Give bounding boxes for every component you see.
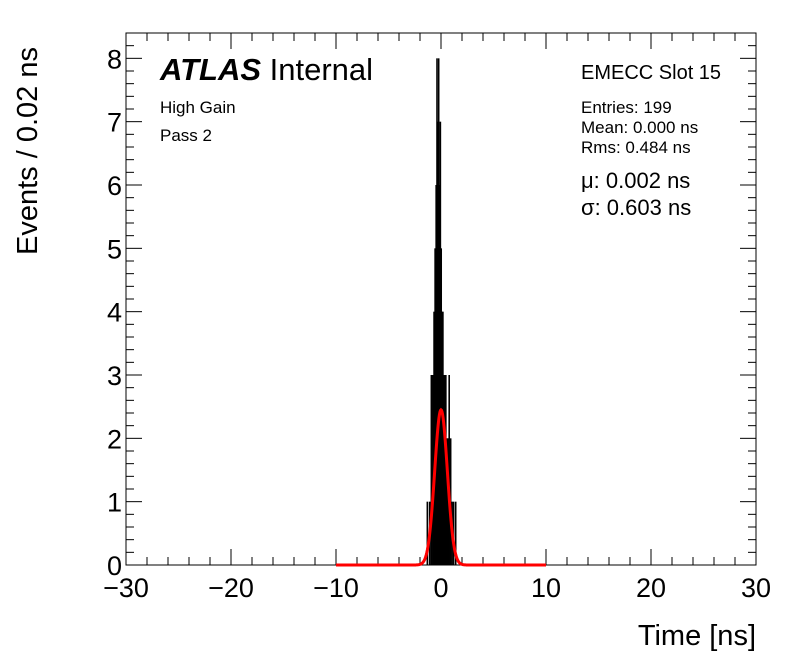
x-tick-label: 0 — [433, 573, 448, 603]
histogram-bar — [433, 311, 435, 565]
entries-stat: Entries: 199 — [581, 98, 672, 117]
gain-label: High Gain — [160, 98, 236, 117]
histogram-bar — [436, 58, 438, 565]
histogram-bar — [432, 375, 434, 565]
histogram-bar — [439, 121, 442, 566]
y-tick-label: 1 — [107, 488, 122, 518]
y-axis-label: Events / 0.02 ns — [12, 47, 44, 255]
y-tick-label: 5 — [107, 234, 122, 264]
histogram-bar — [443, 375, 446, 565]
histogram-bar — [437, 58, 440, 565]
y-tick-label: 4 — [107, 298, 122, 328]
histogram-bar — [446, 438, 448, 565]
histogram-bar — [441, 311, 443, 565]
histogram-bar — [426, 501, 429, 565]
x-tick-label: 10 — [531, 573, 561, 603]
slot-label: EMECC Slot 15 — [581, 62, 722, 84]
y-tick-label: 8 — [107, 44, 122, 74]
sigma-fit-value: σ: 0.603 ns — [581, 195, 692, 220]
histogram-bar — [448, 375, 450, 565]
histogram-bar — [442, 375, 445, 565]
histogram-bar — [437, 121, 439, 566]
atlas-label: ATLAS Internal — [160, 52, 373, 88]
mu-fit-value: μ: 0.002 ns — [581, 168, 691, 193]
x-tick-label: −10 — [313, 573, 359, 603]
histogram-bar — [447, 438, 449, 565]
histogram-bar — [434, 248, 436, 566]
x-tick-label: 20 — [636, 573, 666, 603]
x-tick-label: 30 — [741, 573, 771, 603]
y-tick-label: 3 — [107, 361, 122, 391]
histogram-bar — [430, 375, 433, 565]
histogram-bar — [440, 248, 443, 566]
mean-stat: Mean: 0.000 ns — [581, 118, 699, 137]
histogram-bar — [442, 311, 444, 565]
pass-label: Pass 2 — [160, 126, 212, 145]
y-tick-label: 7 — [107, 108, 122, 138]
internal-label: Internal — [269, 52, 374, 87]
histogram-bar — [438, 185, 441, 565]
atlas-logo-text: ATLAS — [160, 52, 262, 87]
histogram-bar — [435, 185, 437, 565]
y-tick-label: 0 — [107, 551, 122, 581]
y-tick-label: 6 — [107, 171, 122, 201]
y-tick-label: 2 — [107, 424, 122, 454]
x-axis-label: Time [ns] — [637, 620, 756, 652]
gaussian-fit-curve — [336, 407, 546, 567]
x-tick-label: −20 — [208, 573, 254, 603]
rms-stat: Rms: 0.484 ns — [581, 138, 691, 157]
x-tick-label: −30 — [103, 573, 149, 603]
histogram-bar — [454, 501, 457, 565]
